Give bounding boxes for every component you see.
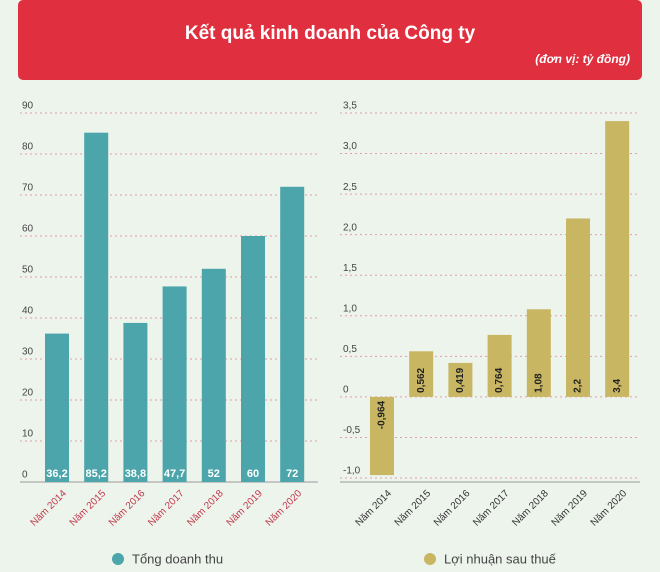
y-tick-label: -0,5 — [343, 425, 361, 436]
x-tick-label: Năm 2017 — [146, 488, 187, 529]
y-tick-label: 80 — [22, 142, 34, 153]
value-label: 47,7 — [164, 468, 185, 480]
y-tick-label: -1,0 — [343, 466, 361, 477]
x-tick-label: Năm 2015 — [68, 488, 109, 529]
bar — [84, 132, 109, 482]
bar — [201, 268, 226, 482]
bar — [123, 322, 148, 482]
x-tick-label: Năm 2014 — [29, 488, 70, 529]
value-label: 3,4 — [612, 379, 623, 393]
y-tick-label: 40 — [22, 306, 34, 317]
x-tick-label: Năm 2019 — [225, 488, 266, 529]
x-tick-label: Năm 2018 — [510, 488, 551, 529]
y-tick-label: 70 — [22, 183, 34, 194]
value-label: 0,764 — [494, 367, 505, 392]
bar — [566, 218, 590, 397]
y-tick-label: 10 — [22, 429, 34, 440]
bar — [487, 334, 512, 397]
y-tick-label: 0 — [343, 385, 349, 396]
value-label: -0,964 — [377, 400, 388, 429]
x-tick-label: Năm 2020 — [589, 488, 630, 529]
legend-marker — [424, 553, 436, 565]
value-label: 72 — [286, 468, 298, 480]
x-tick-label: Năm 2020 — [264, 488, 305, 529]
y-tick-label: 60 — [22, 224, 34, 235]
value-label: 0,419 — [455, 367, 466, 392]
bar — [280, 186, 305, 483]
value-label: 85,2 — [85, 468, 106, 480]
y-tick-label: 0,5 — [343, 344, 357, 355]
bar — [526, 309, 551, 397]
y-tick-label: 2,5 — [343, 182, 357, 193]
x-tick-label: Năm 2016 — [432, 488, 473, 529]
y-tick-label: 20 — [22, 388, 34, 399]
x-tick-label: Năm 2018 — [185, 488, 226, 529]
bar — [409, 351, 434, 397]
y-tick-label: 1,0 — [343, 303, 357, 314]
y-tick-label: 90 — [22, 101, 34, 112]
y-tick-label: 0 — [22, 470, 28, 481]
value-label: 1,08 — [533, 373, 544, 393]
x-tick-label: Năm 2014 — [354, 488, 395, 529]
legend-label: Tổng doanh thu — [132, 551, 223, 566]
value-label: 36,2 — [46, 468, 67, 480]
value-label: 60 — [247, 468, 259, 480]
legend-label: Lợi nhuận sau thuế — [444, 551, 557, 566]
value-label: 0,562 — [416, 367, 427, 392]
legend-marker — [112, 553, 124, 565]
bar — [45, 333, 69, 482]
bar — [605, 121, 630, 397]
bar — [162, 286, 187, 482]
header-banner — [18, 0, 642, 80]
bar — [370, 396, 394, 476]
y-tick-label: 2,0 — [343, 222, 357, 233]
x-tick-label: Năm 2015 — [393, 488, 434, 529]
value-label: 38,8 — [125, 468, 146, 480]
x-tick-label: Năm 2019 — [550, 488, 591, 529]
bar — [448, 362, 473, 397]
y-tick-label: 1,5 — [343, 263, 357, 274]
value-label: 2,2 — [573, 379, 584, 393]
title: Kết quả kinh doanh của Công ty — [185, 23, 476, 44]
y-tick-label: 30 — [22, 347, 34, 358]
y-tick-label: 3,0 — [343, 141, 357, 152]
value-label: 52 — [208, 468, 220, 480]
y-tick-label: 3,5 — [343, 101, 357, 112]
x-tick-label: Năm 2016 — [107, 488, 148, 529]
subtitle: (đơn vị: tỷ đồng) — [535, 52, 630, 66]
x-tick-label: Năm 2017 — [471, 488, 512, 529]
y-tick-label: 50 — [22, 265, 34, 276]
bar — [241, 236, 265, 482]
